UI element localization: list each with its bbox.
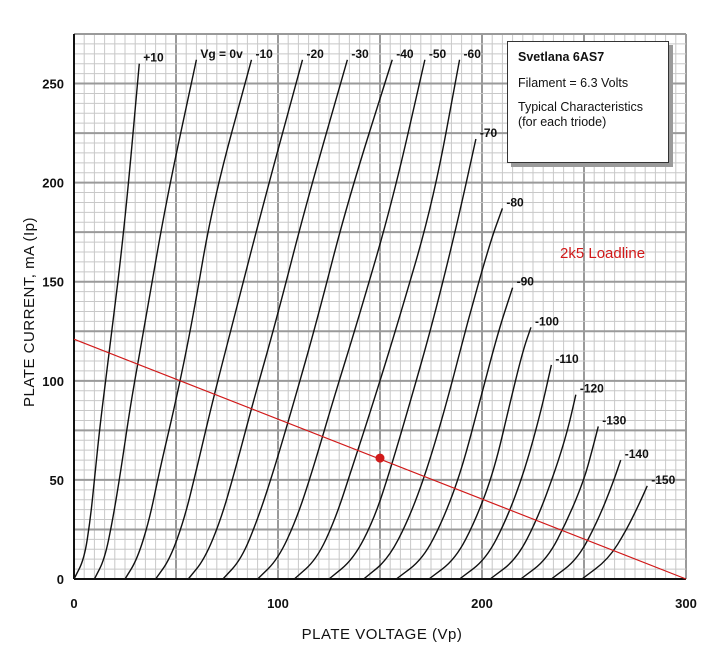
curve-label: Vg = 0v [200,47,243,61]
loadline-label: 2k5 Loadline [560,245,645,262]
curve-label: -130 [602,413,626,427]
curve-line [550,459,622,580]
y-tick-label: 150 [42,275,64,290]
x-tick-label: 100 [267,596,289,611]
filament-text: Filament = 6.3 Volts [518,76,629,90]
curve-label: -60 [464,47,482,61]
curve-line [520,426,599,580]
curve-line [124,59,253,580]
curve-label: -140 [625,447,649,461]
curve-label: -90 [517,275,535,289]
x-axis-label: PLATE VOLTAGE (Vp) [302,626,463,643]
curve-label: -40 [396,47,414,61]
tube-model-title: Svetlana 6AS7 [518,50,605,64]
curve-line [187,59,349,580]
characteristics-line: Typical Characteristics [518,100,644,114]
y-axis-label: PLATE CURRENT, mA (Ip) [21,217,38,407]
curve-label: -20 [306,47,324,61]
curve-line [363,208,504,580]
curve-line [155,59,304,580]
y-tick-label: 100 [42,374,64,389]
curve-line [222,59,393,580]
curve-label: -50 [429,47,447,61]
x-tick-label: 0 [70,596,77,611]
curve-line [459,364,553,580]
curve-line [257,59,426,580]
curve-line [328,138,477,580]
curve-labels: +10 Vg = 0v -10 -20 -30 -40 -50 -60 -70 -80 -90 -10… [143,47,675,487]
curve-label: -10 [255,47,273,61]
curve-line [73,63,140,580]
x-tick-label: 200 [471,596,493,611]
curve-line [489,394,577,580]
curve-label: -120 [580,382,604,396]
curve-line [428,327,532,580]
operating-point [375,453,385,463]
curve-label: +10 [143,51,164,65]
characteristics-subline: (for each triode) [518,115,607,129]
curve-label: -150 [651,473,675,487]
y-tick-label: 0 [57,572,64,587]
curve-label: -80 [506,195,524,209]
tick-labels: 0 100 200 300 0 50 100 150 200 250 [42,77,697,611]
y-tick-label: 200 [42,176,64,191]
curve-line [93,59,198,580]
x-tick-label: 300 [675,596,697,611]
loadline-group: 2k5 Loadline [73,245,687,580]
plot-frame [73,34,686,580]
curve-label: -110 [555,352,579,366]
curve-line [395,287,514,580]
curves [73,59,648,580]
characteristics-description: Typical Characteristics (for each triode… [518,100,658,130]
y-tick-label: 250 [42,77,64,92]
curve-label: -100 [535,314,559,328]
curve-line [293,59,461,580]
tube-info-box: Svetlana 6AS7 Filament = 6.3 Volts Typic… [507,41,669,163]
curve-label: -30 [351,47,369,61]
curve-line [581,485,648,580]
y-tick-label: 50 [50,473,64,488]
curve-label: -70 [480,126,498,140]
